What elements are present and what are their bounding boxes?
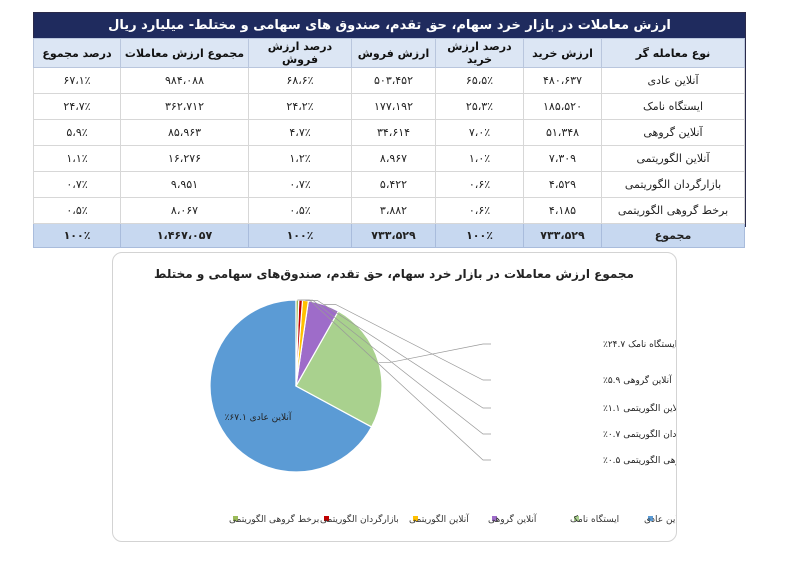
value-cell: ۵۰۳،۴۵۲ [351, 67, 436, 94]
leader-line [297, 299, 491, 461]
value-cell: ۰،۶٪ [435, 197, 524, 224]
header-row: نوع معامله گر ارزش خرید درصد ارزش خرید ا… [33, 38, 745, 68]
column-header: ارزش فروش [351, 38, 436, 68]
table-row: آنلاین عادی ۴۸۰،۶۳۷ ۶۵،۵٪ ۵۰۳،۴۵۲ ۶۸،۶٪ ۹۸۴،۰… [33, 67, 745, 94]
total-cell: ۱،۴۶۷،۰۵۷ [120, 223, 249, 248]
data-label: آنلاین عادی ۶۷.۱٪ [225, 411, 292, 423]
table-title: ارزش معاملات در بازار خرد سهام، حق تقدم،… [34, 13, 745, 38]
legend-label: آنلاین عادی [644, 513, 676, 525]
data-label: بازارگردان الگوریتمی ۰.۷٪ [603, 428, 676, 440]
value-cell: ۰،۶٪ [435, 171, 524, 198]
legend-swatch [233, 516, 238, 521]
trader-type-cell: آنلاین الگوریتمی [601, 145, 745, 172]
value-cell: ۰،۷٪ [248, 171, 352, 198]
table-row: آنلاین الگوریتمی ۷،۳۰۹ ۱،۰٪ ۸،۹۶۷ ۱،۲٪ ۱۶،۲۷۶… [33, 145, 745, 172]
column-header: درصد ارزش خرید [435, 38, 524, 68]
value-cell: ۶۸،۶٪ [248, 67, 352, 94]
leader-line [378, 343, 491, 363]
legend-swatch [413, 516, 418, 521]
value-cell: ۰،۷٪ [33, 171, 121, 198]
value-cell: ۱،۰٪ [435, 145, 524, 172]
trader-type-cell: ایستگاه نامک [601, 93, 745, 120]
value-cell: ۱۷۷،۱۹۲ [351, 93, 436, 120]
trader-type-cell: آنلاین عادی [601, 67, 745, 94]
legend-label: بازارگردان الگوریتمی [320, 513, 399, 525]
table-row: بازارگردان الگوریتمی ۴،۵۲۹ ۰،۶٪ ۵،۴۲۲ ۰،۷٪ ۹،… [33, 171, 745, 198]
pie-slice [295, 310, 383, 428]
leader-line [305, 300, 491, 409]
value-cell: ۲۵،۳٪ [435, 93, 524, 120]
value-cell: ۱،۲٪ [248, 145, 352, 172]
legend-label: آنلاین گروهی [488, 513, 537, 525]
data-label: ایستگاه نامک ۲۴.۷٪ [603, 338, 676, 350]
value-cell: ۹۸۴،۰۸۸ [120, 67, 249, 94]
total-cell: ۷۳۳،۵۲۹ [351, 223, 436, 248]
transactions-table: ارزش معاملات در بازار خرد سهام، حق تقدم،… [33, 12, 746, 248]
legend-label: برخط گروهی الگوریتمی [229, 513, 319, 525]
pie-slice [209, 299, 373, 473]
total-row: مجموع ۷۳۳،۵۲۹ ۱۰۰٪ ۷۳۳،۵۲۹ ۱۰۰٪ ۱،۴۶۷،۰۵۷ ۱۰۰٪ [33, 223, 745, 248]
total-cell: ۱۰۰٪ [33, 223, 121, 248]
legend-swatch [648, 516, 653, 521]
table-row: ایستگاه نامک ۱۸۵،۵۲۰ ۲۵،۳٪ ۱۷۷،۱۹۲ ۲۴،۲٪ ۳۶۲،… [33, 93, 745, 120]
data-label: برخط گروهی الگوریتمی ۰.۵٪ [603, 454, 676, 466]
legend-swatch [492, 516, 497, 521]
value-cell: ۳۴،۶۱۴ [351, 119, 436, 146]
table-row: برخط گروهی الگوریتمی ۴،۱۸۵ ۰،۶٪ ۳،۸۸۲ ۰،۵٪ ۸،… [33, 197, 745, 224]
value-cell: ۵،۴۲۲ [351, 171, 436, 198]
value-cell: ۸۵،۹۶۳ [120, 119, 249, 146]
value-cell: ۵،۹٪ [33, 119, 121, 146]
column-header: درصد ارزش فروش [248, 38, 352, 68]
total-cell: مجموع [601, 223, 745, 248]
value-cell: ۲۴،۲٪ [248, 93, 352, 120]
value-cell: ۲۴،۷٪ [33, 93, 121, 120]
value-cell: ۴۸۰،۶۳۷ [523, 67, 602, 94]
total-cell: ۱۰۰٪ [248, 223, 352, 248]
column-header: مجموع ارزش معاملات [120, 38, 249, 68]
trader-type-cell: آنلاین گروهی [601, 119, 745, 146]
trader-type-cell: بازارگردان الگوریتمی [601, 171, 745, 198]
legend-swatch [574, 516, 579, 521]
value-cell: ۴،۱۸۵ [523, 197, 602, 224]
value-cell: ۱۶،۲۷۶ [120, 145, 249, 172]
data-label: آنلاین گروهی ۵.۹٪ [603, 374, 672, 386]
total-cell: ۷۳۳،۵۲۹ [523, 223, 602, 248]
value-cell: ۰،۵٪ [248, 197, 352, 224]
trader-type-cell: برخط گروهی الگوریتمی [601, 197, 745, 224]
column-header: نوع معامله گر [601, 38, 745, 68]
leader-line [323, 304, 491, 381]
value-cell: ۸،۰۶۷ [120, 197, 249, 224]
table-row: آنلاین گروهی ۵۱،۳۴۸ ۷،۰٪ ۳۴،۶۱۴ ۴،۷٪ ۸۵،۹۶۳ ۵،… [33, 119, 745, 146]
data-label: آنلاین الگوریتمی ۱.۱٪ [603, 402, 676, 414]
value-cell: ۴،۷٪ [248, 119, 352, 146]
value-cell: ۰،۵٪ [33, 197, 121, 224]
value-cell: ۴،۵۲۹ [523, 171, 602, 198]
value-cell: ۸،۹۶۷ [351, 145, 436, 172]
data-table: نوع معامله گر ارزش خرید درصد ارزش خرید ا… [33, 38, 745, 248]
pie-chart-panel: مجموع ارزش معاملات در بازار خرد سهام، حق… [112, 252, 677, 542]
total-cell: ۱۰۰٪ [435, 223, 524, 248]
value-cell: ۷،۰٪ [435, 119, 524, 146]
legend-label: ایستگاه نامک [570, 513, 619, 525]
value-cell: ۳،۸۸۲ [351, 197, 436, 224]
value-cell: ۶۵،۵٪ [435, 67, 524, 94]
column-header: درصد مجموع [33, 38, 121, 68]
value-cell: ۵۱،۳۴۸ [523, 119, 602, 146]
value-cell: ۶۷،۱٪ [33, 67, 121, 94]
chart-title: مجموع ارزش معاملات در بازار خرد سهام، حق… [154, 267, 634, 282]
legend-label: آنلاین الگوریتمی [409, 513, 469, 525]
value-cell: ۱۸۵،۵۲۰ [523, 93, 602, 120]
value-cell: ۱،۱٪ [33, 145, 121, 172]
legend-swatch [324, 516, 329, 521]
value-cell: ۳۶۲،۷۱۲ [120, 93, 249, 120]
column-header: ارزش خرید [523, 38, 602, 68]
value-cell: ۷،۳۰۹ [523, 145, 602, 172]
pie-chart: مجموع ارزش معاملات در بازار خرد سهام، حق… [154, 267, 676, 525]
value-cell: ۹،۹۵۱ [120, 171, 249, 198]
